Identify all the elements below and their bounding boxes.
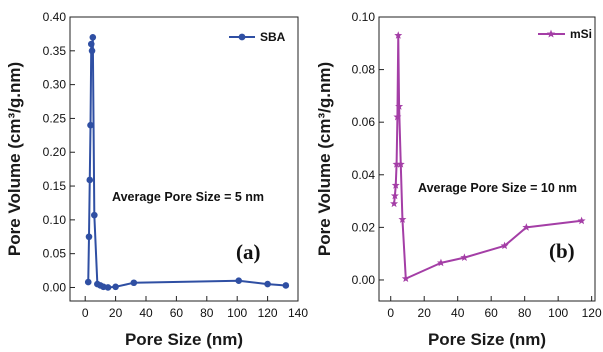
panel-a-y-axis: 0.00 0.05 0.10 0.15 0.20 0.25 0.30 0.35 0.40 — [43, 10, 75, 294]
panel-b-data-point — [436, 258, 445, 267]
panel-b-x-tick-label: 20 — [418, 306, 432, 320]
panel-b-data-point — [460, 253, 469, 262]
panel-a-x-tick-label: 140 — [288, 306, 308, 320]
panel-b-data-point — [390, 199, 399, 208]
panel-a-y-axis-title: Pore Volume (cm³/g.nm) — [5, 62, 24, 256]
panel-a-data-point — [282, 282, 290, 289]
panel-a-legend-marker — [238, 33, 246, 41]
panel-b-legend-marker — [546, 29, 556, 38]
panel-b-y-axis-title: Pore Volume (cm³/g.nm) — [315, 62, 334, 256]
panel-b-data-point — [395, 102, 404, 110]
panel-a-x-axis: 0 20 40 60 80 100 120 140 — [82, 296, 308, 320]
panel-a-data-point — [87, 121, 94, 129]
panel-b-data-point — [391, 181, 400, 189]
panel-a-data-point — [84, 278, 92, 286]
panel-a-y-tick-label: 0.00 — [43, 280, 67, 294]
panel-b-x-tick-label: 0 — [387, 306, 394, 320]
panel-a-x-tick-label: 80 — [200, 306, 214, 320]
panel-a-x-tick-label: 60 — [170, 306, 184, 320]
panel-b-x-tick-label: 40 — [451, 306, 465, 320]
panel-a-chart: 0.00 0.05 0.10 0.15 0.20 0.25 0.30 0.35 0.40 0 20… — [5, 10, 308, 349]
panel-a-y-tick-label: 0.05 — [43, 247, 67, 261]
panel-b-y-tick-label: 0.00 — [352, 273, 376, 287]
panel-a-x-tick-label: 40 — [139, 306, 153, 320]
panel-b-x-tick-label: 60 — [485, 306, 499, 320]
panel-b-data-point — [394, 31, 403, 39]
panel-a-data-point — [91, 211, 98, 219]
panel-b-x-tick-label: 80 — [518, 306, 532, 320]
panel-a-x-tick-label: 20 — [109, 306, 123, 320]
panel-a-plot-frame — [69, 16, 299, 302]
panel-a-data-point — [87, 40, 95, 48]
panel-b-data-point — [522, 223, 531, 231]
panel-a-x-axis-title: Pore Size (nm) — [125, 330, 243, 349]
panel-a-data-point — [104, 284, 112, 291]
panel-b-data-point — [392, 160, 401, 168]
panel-b-series — [390, 31, 586, 283]
panel-b-data-point — [401, 274, 410, 283]
panel-a-y-tick-label: 0.20 — [43, 145, 67, 159]
panel-b-data-point — [390, 191, 399, 200]
panel-a-data-point — [89, 33, 97, 41]
panel-b-data-point — [577, 216, 586, 225]
panel-b-data-point — [393, 112, 402, 121]
panel-a-x-tick-label: 120 — [258, 306, 278, 320]
panel-b-y-tick-label: 0.04 — [352, 168, 376, 182]
panel-b-y-axis: 0.00 0.02 0.04 0.06 0.08 0.10 — [352, 10, 384, 287]
panel-a-data-point — [112, 283, 119, 291]
panel-a-legend-label: SBA — [260, 30, 286, 44]
panel-b-y-tick-label: 0.08 — [352, 63, 376, 77]
panel-a-y-tick-label: 0.10 — [43, 213, 67, 227]
panel-b-legend-label: mSi — [570, 27, 592, 41]
panel-b-x-axis: 0 20 40 60 80 100 120 — [387, 296, 602, 320]
panel-a-data-point — [235, 277, 243, 285]
panel-b-data-point — [396, 160, 405, 168]
panel-b-x-axis-title: Pore Size (nm) — [428, 330, 546, 349]
panel-a-x-tick-label: 0 — [82, 306, 89, 320]
panel-b-label: (b) — [549, 239, 575, 263]
panel-a-y-tick-label: 0.25 — [43, 111, 67, 125]
panel-b-y-tick-label: 0.02 — [352, 220, 376, 234]
panel-a-data-point — [264, 280, 271, 288]
panel-b-plot-frame — [378, 16, 596, 302]
panel-a-annotation: Average Pore Size = 5 nm — [112, 190, 264, 204]
panel-b-data-point — [398, 215, 407, 223]
panel-b-x-tick-label: 100 — [548, 306, 568, 320]
panel-a-x-tick-label: 100 — [227, 306, 247, 320]
panel-b-legend: mSi — [538, 27, 592, 41]
panel-b-y-tick-label: 0.10 — [352, 10, 376, 24]
panel-a-data-point — [130, 279, 138, 287]
panel-a-y-tick-label: 0.40 — [43, 10, 67, 24]
panel-a-legend: SBA — [229, 30, 286, 44]
panel-a-y-tick-label: 0.30 — [43, 78, 67, 92]
panel-a-y-tick-label: 0.15 — [43, 179, 67, 193]
panel-b-annotation: Average Pore Size = 10 nm — [418, 181, 577, 195]
panel-b-chart: 0.00 0.02 0.04 0.06 0.08 0.10 0 20 40 60 80 100 120… — [315, 10, 602, 349]
panel-a-label: (a) — [236, 240, 261, 264]
panel-b-x-tick-label: 120 — [582, 306, 602, 320]
panel-a-series — [84, 33, 290, 291]
panel-b-y-tick-label: 0.06 — [352, 115, 376, 129]
panel-a-data-point — [88, 47, 96, 55]
panel-b-data-point — [500, 241, 509, 250]
panel-a-y-tick-label: 0.35 — [43, 44, 67, 58]
panel-a-data-point — [85, 233, 93, 241]
panel-a-data-point — [86, 176, 94, 184]
